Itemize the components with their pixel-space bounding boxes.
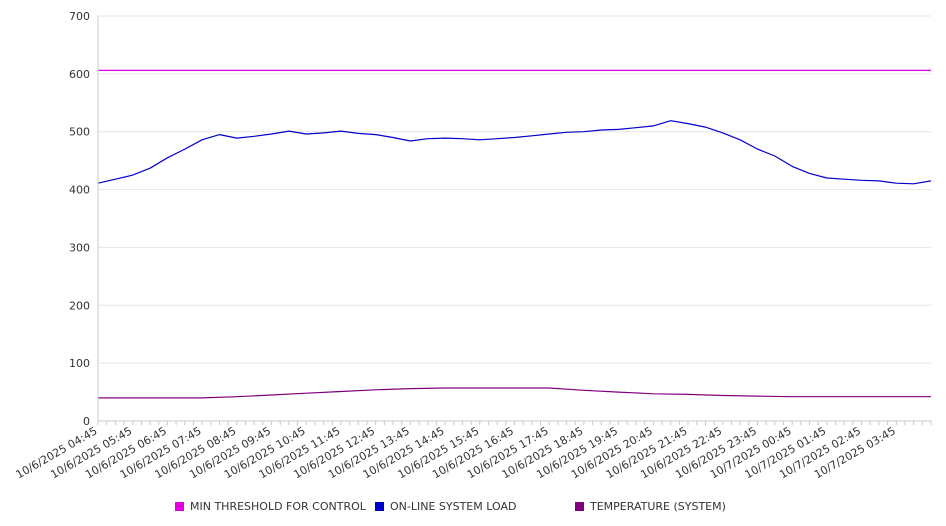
legend-item-temperature[interactable]: TEMPERATURE (SYSTEM) [575, 497, 726, 515]
legend-label-online-system-load: ON-LINE SYSTEM LOAD [390, 499, 517, 513]
legend-item-online-system-load[interactable]: ON-LINE SYSTEM LOAD [375, 497, 516, 515]
legend-item-min-threshold[interactable]: MIN THRESHOLD FOR CONTROL [175, 497, 366, 515]
y-axis-ticks: 0 100 200 300 400 500 600 700 [69, 10, 90, 428]
legend-swatch-min-threshold [175, 501, 184, 511]
y-tick-label-400: 400 [69, 184, 90, 197]
series-line-temperature [98, 387, 931, 399]
grid-lines [98, 15, 931, 364]
legend-swatch-temperature [575, 501, 584, 511]
legend-label-temperature: TEMPERATURE (SYSTEM) [590, 499, 726, 513]
series-line-online-system-load [97, 120, 932, 185]
legend: MIN THRESHOLD FOR CONTROL ON-LINE SYSTEM… [0, 497, 946, 515]
legend-swatch-online-system-load [375, 501, 384, 511]
series-lines [97, 69, 932, 399]
y-tick-label-500: 500 [69, 126, 90, 139]
y-tick-label-200: 200 [69, 299, 90, 312]
legend-label-min-threshold: MIN THRESHOLD FOR CONTROL [190, 499, 366, 513]
y-tick-label-0: 0 [83, 415, 90, 428]
y-tick-label-300: 300 [69, 241, 90, 254]
y-tick-label-700: 700 [69, 10, 90, 23]
y-tick-label-100: 100 [69, 357, 90, 370]
y-tick-label-600: 600 [69, 68, 90, 81]
